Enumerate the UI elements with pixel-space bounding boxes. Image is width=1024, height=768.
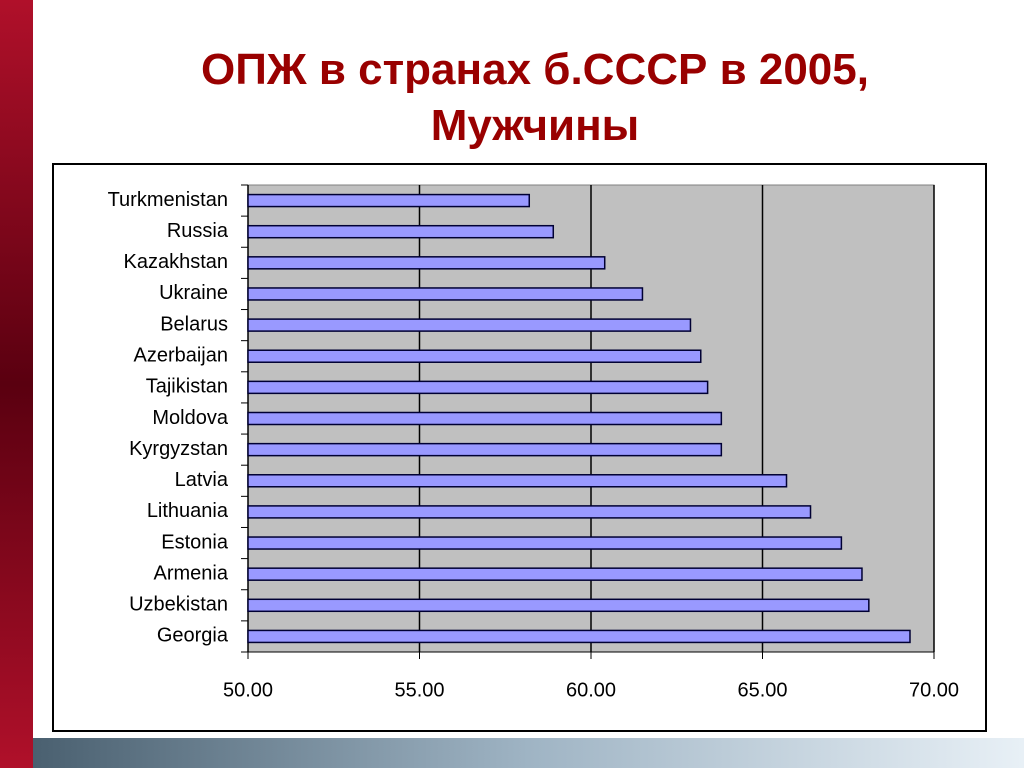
bar: [247, 474, 788, 488]
bar: [247, 505, 812, 519]
bar: [247, 224, 555, 239]
bar: [247, 411, 723, 426]
y-tick-label: Russia: [167, 220, 229, 242]
bar: [247, 598, 870, 613]
x-tick-label: 55.00: [394, 679, 444, 701]
bar: [247, 349, 702, 363]
chart-title: ОПЖ в странах б.СССР в 2005, Мужчины: [201, 45, 869, 150]
bar: [247, 287, 644, 301]
y-tick-label: Turkmenistan: [108, 189, 228, 211]
bar: [247, 318, 692, 332]
y-tick-label: Latvia: [175, 469, 229, 491]
y-tick-label: Ukraine: [159, 282, 228, 304]
bar: [247, 380, 709, 395]
bar: [247, 256, 606, 270]
bar: [247, 567, 863, 581]
y-tick-label: Uzbekistan: [129, 594, 228, 616]
y-tick-label: Kazakhstan: [123, 251, 228, 273]
y-tick-label: Tajikistan: [146, 376, 228, 398]
side-bar: [0, 0, 33, 768]
y-tick-label: Azerbaijan: [133, 345, 228, 367]
y-tick-label: Georgia: [157, 625, 229, 647]
y-tick-label: Kyrgyzstan: [129, 438, 228, 460]
y-tick-label: Estonia: [161, 531, 229, 553]
y-tick-label: Armenia: [154, 562, 229, 584]
bar: [247, 536, 843, 550]
y-tick-label: Moldova: [152, 407, 228, 429]
bar: [247, 629, 911, 644]
x-tick-label: 50.00: [223, 679, 273, 701]
x-tick-label: 65.00: [737, 679, 787, 701]
y-tick-label: Lithuania: [147, 500, 229, 522]
bottom-strip: [33, 738, 1024, 768]
bar: [247, 442, 723, 457]
bar: [247, 193, 531, 208]
x-tick-label: 60.00: [566, 679, 616, 701]
x-tick-label: 70.00: [909, 679, 959, 701]
y-tick-label: Belarus: [160, 313, 228, 335]
